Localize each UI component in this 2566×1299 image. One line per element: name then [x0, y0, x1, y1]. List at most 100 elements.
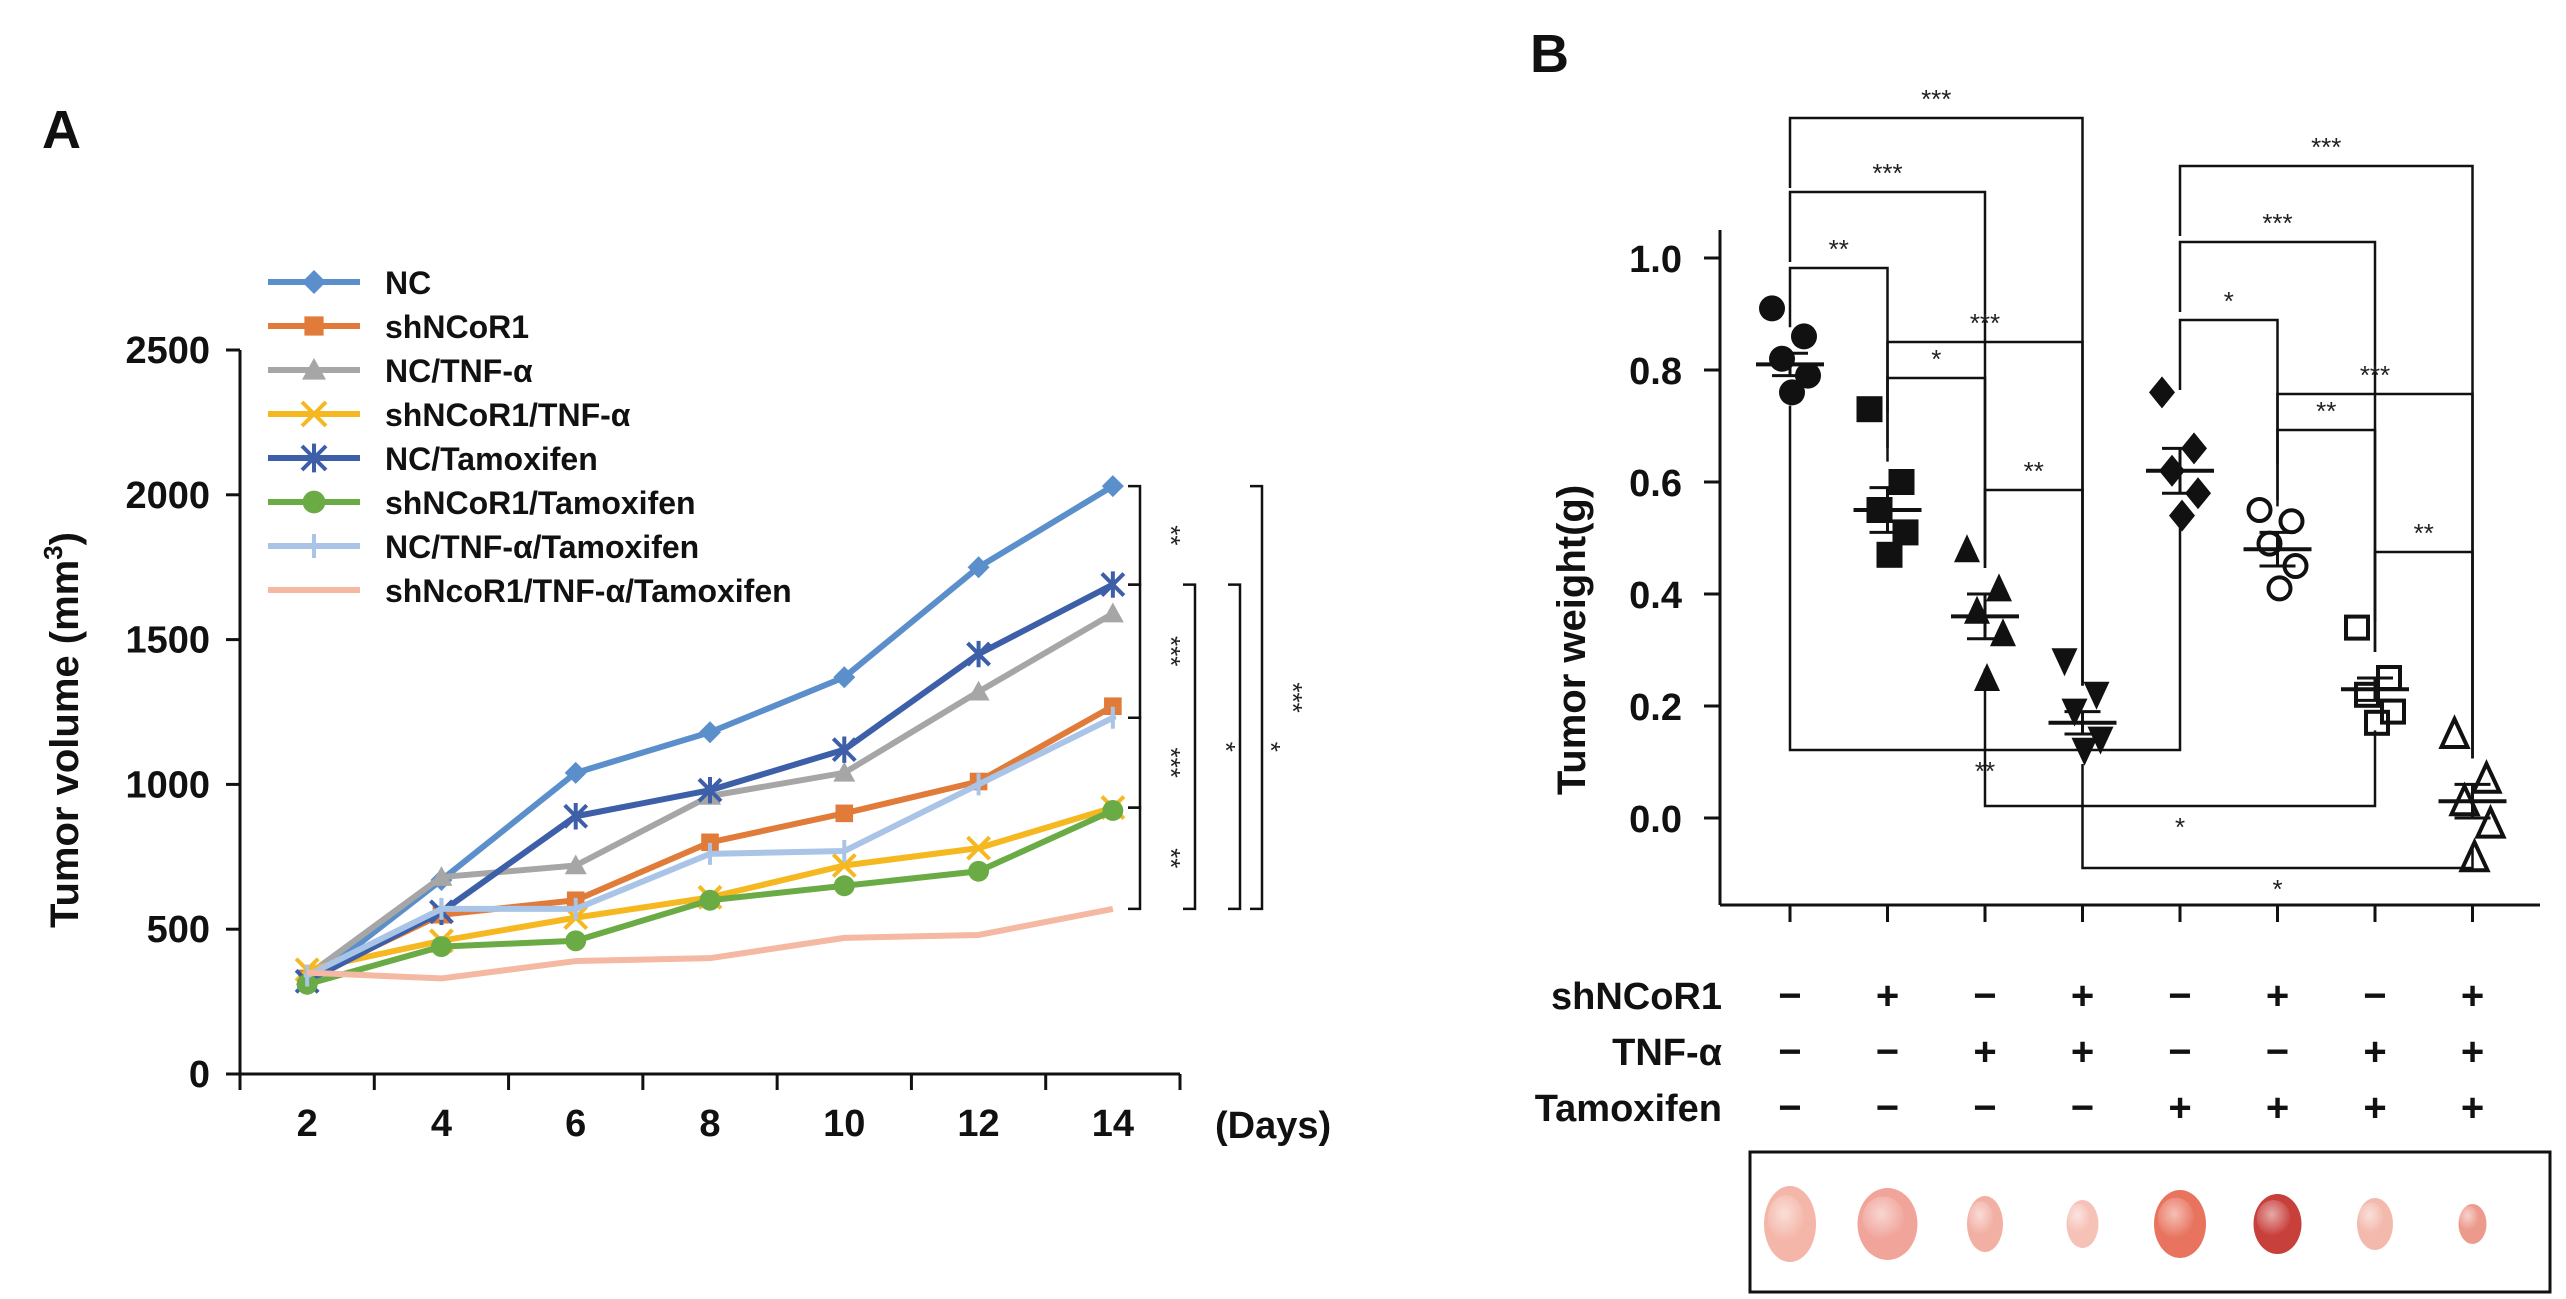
series-point: [1104, 697, 1122, 716]
bracket-label: ***: [2360, 360, 2390, 390]
panel-b-tumor-photo: [1748, 1150, 2552, 1294]
panel-b-y-tick-label: 0.2: [1629, 687, 1682, 729]
legend-entry: NC/TNF-α: [268, 353, 533, 389]
bracket-line: [1128, 484, 1142, 586]
significance-bracket: *: [2178, 286, 2279, 507]
panel-a-x-tick-label: 2: [297, 1103, 318, 1145]
group-4: [2048, 648, 2117, 766]
legend-label: NC: [385, 265, 431, 301]
treatment-value: −: [2363, 974, 2386, 1018]
bracket-line: [1128, 806, 1142, 911]
panel-b-y-tick-label: 0.8: [1629, 351, 1682, 393]
legend-marker: [300, 400, 328, 428]
panel-a-x-tick-label: 12: [957, 1103, 999, 1145]
legend-marker: [302, 270, 326, 294]
panel-a-x-axis-title: (Days): [1215, 1105, 1331, 1147]
significance-bracket: *: [1886, 344, 1987, 568]
series-line: [307, 905, 1114, 982]
data-point: [1990, 618, 2016, 647]
bracket-label: *: [2272, 874, 2282, 904]
treatment-value: +: [2461, 1086, 2484, 1130]
panel-b-points: [1756, 295, 2507, 873]
legend-marker: [304, 316, 324, 336]
series-point: [1101, 475, 1124, 498]
bracket-label: *: [1931, 344, 1941, 374]
significance-bracket: **: [1983, 456, 2084, 686]
data-point: [2071, 737, 2098, 766]
tumor-highlight: [2067, 1203, 2090, 1233]
treatment-value: +: [1973, 1030, 1996, 1074]
bracket-line: [2178, 318, 2279, 507]
data-point: [1986, 573, 2012, 602]
tumor-highlight: [2256, 1200, 2291, 1236]
bracket-line: [1886, 376, 1987, 568]
legend-entry: shNCoR1/Tamoxifen: [268, 485, 696, 521]
tumor-sample: [1967, 1196, 2003, 1252]
bracket-line: [1250, 484, 1264, 911]
treatment-value: −: [1973, 1086, 1996, 1130]
treatment-value: −: [2168, 974, 2191, 1018]
bracket-line: [2276, 428, 2377, 652]
data-point: [1888, 469, 1915, 495]
tumor-sample: [2357, 1198, 2393, 1250]
panel-a-x-tick-label: 6: [565, 1103, 586, 1145]
bracket-label: ***: [1921, 84, 1951, 114]
tumor-highlight: [1968, 1201, 1994, 1235]
bracket-label: ***: [1872, 158, 1902, 188]
series-point: [430, 936, 452, 958]
tumor-sample: [2154, 1190, 2206, 1258]
treatment-value: −: [1973, 974, 1996, 1018]
legend-marker: [300, 443, 328, 473]
significance-bracket: **: [2276, 396, 2377, 652]
group-8: [2438, 714, 2507, 873]
panel-a-y-tick-label: 1500: [125, 620, 210, 662]
legend-label: NC/TNF-α: [385, 353, 533, 389]
panel-a-y-tick-label: 500: [147, 909, 210, 951]
legend-entry: NC: [268, 265, 431, 301]
legend-entry: shNCoR1: [268, 309, 529, 345]
series-point: [833, 875, 855, 897]
data-point: [2354, 681, 2380, 708]
panel-a-axes: [238, 350, 1180, 1076]
bracket-label: ***: [1156, 748, 1186, 778]
treatment-value: +: [2363, 1086, 2386, 1130]
data-point: [1974, 663, 2000, 691]
treatment-value: +: [2071, 1030, 2094, 1074]
treatment-label: shNCoR1: [1551, 976, 1722, 1018]
group-2: [1853, 396, 1922, 568]
treatment-value: −: [2071, 1086, 2094, 1130]
bracket-label: *: [2224, 286, 2234, 316]
treatment-value: −: [1778, 1086, 1801, 1130]
bracket-line: [1228, 583, 1242, 911]
tumor-highlight: [1862, 1196, 1905, 1240]
bracket-label: ***: [2311, 132, 2341, 162]
significance-bracket: **: [1128, 484, 1186, 586]
series-point: [1100, 571, 1126, 598]
data-point: [2364, 709, 2390, 736]
bracket-label: ***: [1156, 636, 1186, 666]
legend-entry: shNcoR1/TNF-α/Tamoxifen: [268, 573, 792, 609]
panel-a-series: [294, 475, 1126, 996]
panel-a-x-tick-label: 4: [431, 1103, 452, 1145]
tumor-highlight: [2157, 1197, 2195, 1239]
series-point: [835, 804, 854, 823]
bracket-line: [1128, 716, 1142, 809]
bracket-line: [1983, 488, 2084, 686]
data-point: [1779, 379, 1805, 406]
data-point: [2149, 376, 2175, 409]
bracket-label: **: [1156, 525, 1186, 545]
series-point: [706, 842, 714, 865]
legend-label: shNcoR1/TNF-α/Tamoxifen: [385, 573, 792, 609]
data-point: [2051, 648, 2078, 677]
series-point: [699, 889, 721, 911]
group-5: [2146, 376, 2214, 532]
data-point: [1791, 323, 1817, 350]
tumor-sample: [2253, 1194, 2302, 1254]
legend-label: shNCoR1/Tamoxifen: [385, 485, 696, 521]
bracket-line: [2178, 164, 2474, 759]
significance-bracket: ***: [1788, 84, 2084, 686]
bracket-line: [1788, 116, 2084, 686]
series-point: [966, 640, 991, 668]
data-point: [2344, 614, 2370, 641]
data-point: [1876, 541, 1903, 568]
